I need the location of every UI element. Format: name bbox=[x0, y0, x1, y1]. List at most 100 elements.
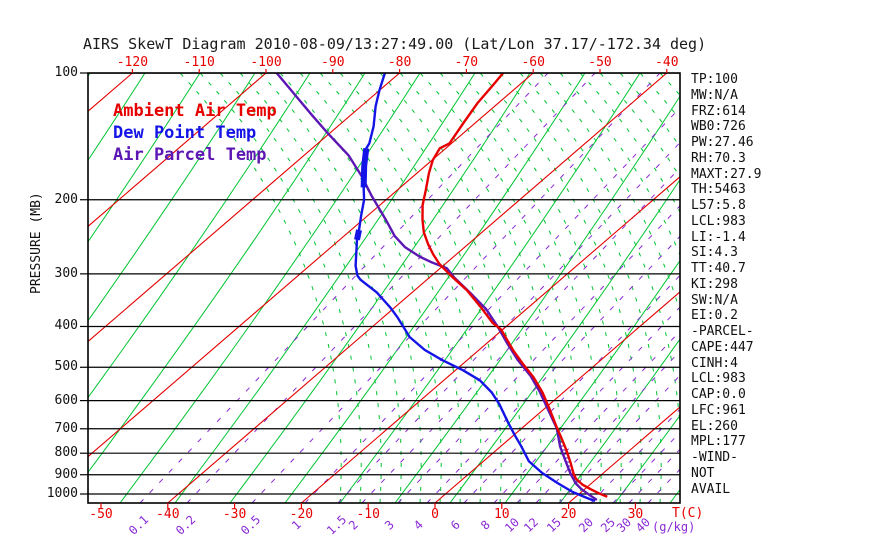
index-value: LCL:983 bbox=[691, 371, 746, 387]
mixing-ratio-line bbox=[493, 306, 680, 503]
dry-adiabat-line bbox=[88, 73, 256, 322]
top-axis-label: -100 bbox=[250, 55, 282, 70]
dew-point-thick-mark bbox=[360, 147, 370, 188]
moist-adiabat-line bbox=[519, 73, 680, 503]
top-axis-label: -90 bbox=[321, 55, 345, 70]
legend-dew-point-temp: Dew Point Temp bbox=[113, 123, 257, 143]
dry-adiabat-line bbox=[284, 73, 586, 503]
mixing-ratio-line bbox=[590, 408, 680, 503]
isotherm-line bbox=[434, 291, 680, 503]
dry-adiabat-line bbox=[88, 73, 311, 399]
isotherm-line bbox=[88, 73, 400, 343]
bottom-axis-label: -20 bbox=[289, 507, 314, 522]
index-value: LFC:961 bbox=[691, 402, 746, 418]
plot-border bbox=[87, 72, 681, 504]
isotherm-line bbox=[568, 406, 680, 503]
bottom-axis-label: -50 bbox=[89, 507, 113, 522]
moist-adiabat-line bbox=[339, 73, 502, 503]
ambient-temp-curve bbox=[421, 73, 608, 498]
moist-adiabat-line bbox=[399, 73, 562, 503]
mixing-ratio-line bbox=[397, 205, 680, 503]
index-value: CINH:4 bbox=[691, 355, 738, 371]
top-axis-label: -70 bbox=[454, 55, 479, 70]
index-value: KI:298 bbox=[691, 276, 738, 292]
isotherm-line bbox=[88, 73, 267, 228]
top-axis-label: -80 bbox=[387, 55, 412, 70]
pressure-axis-label: 900 bbox=[54, 466, 78, 482]
mixing-axis-unit: (g/kg) bbox=[652, 520, 696, 534]
pressure-axis-label: 600 bbox=[54, 392, 78, 408]
dry-adiabat-line bbox=[174, 73, 476, 503]
top-axis-label: -120 bbox=[116, 55, 149, 70]
moist-adiabat-line bbox=[539, 73, 680, 315]
pressure-axis-label: 700 bbox=[54, 420, 78, 436]
pressure-axis-label: 400 bbox=[54, 318, 78, 334]
index-value: PW:27.46 bbox=[691, 135, 754, 150]
dry-adiabat-line bbox=[504, 259, 680, 503]
top-axis-label: -50 bbox=[588, 55, 612, 70]
dry-adiabat-line bbox=[119, 73, 421, 503]
index-value: TT:40.7 bbox=[691, 261, 746, 276]
index-value: MW:N/A bbox=[691, 87, 738, 103]
index-value: AVAIL bbox=[691, 481, 731, 497]
mixing-ratio-line bbox=[139, 73, 549, 503]
mixing-ratio-line bbox=[558, 374, 680, 503]
index-value: -WIND- bbox=[691, 450, 738, 465]
mixing-ratio-line bbox=[516, 330, 680, 503]
dry-adiabat-line bbox=[449, 178, 680, 503]
mixing-ratio-line bbox=[304, 107, 680, 503]
dry-adiabat-line bbox=[88, 73, 201, 243]
plot-grid bbox=[88, 73, 870, 503]
mixing-ratio-line bbox=[426, 235, 680, 503]
dry-adiabat-line bbox=[88, 73, 146, 162]
index-value: TH:5463 bbox=[691, 182, 746, 198]
dry-adiabat-line bbox=[394, 95, 680, 503]
bottom-axis-label: 20 bbox=[560, 507, 577, 522]
dry-adiabat-line bbox=[614, 414, 680, 503]
dew-point-thick-mark bbox=[354, 229, 362, 241]
pressure-axis-label: 200 bbox=[54, 191, 78, 207]
mixing-ratio-line bbox=[535, 350, 680, 503]
index-value: RH:70.3 bbox=[691, 150, 746, 166]
index-value: MPL:177 bbox=[691, 434, 746, 450]
index-value: WB0:726 bbox=[691, 119, 746, 135]
index-value: L57:5.8 bbox=[691, 198, 746, 213]
isotherm-line bbox=[301, 176, 680, 503]
chart-title: AIRS SkewT Diagram 2010-08-09/13:27:49.0… bbox=[83, 35, 707, 53]
top-axis-label: -60 bbox=[521, 55, 545, 70]
bottom-axis-label: 10 bbox=[493, 507, 510, 522]
index-value: EL:260 bbox=[691, 418, 738, 434]
bottom-axis-label: -10 bbox=[356, 507, 380, 522]
sounding-indices-panel: TP:100 MW:N/A FRZ:614 WB0:726 PW:27.46 RH:70.… bbox=[691, 72, 761, 497]
index-value: SI:4.3 bbox=[691, 245, 738, 261]
top-axis-label: -110 bbox=[183, 55, 215, 70]
dry-adiabat-line bbox=[229, 73, 531, 503]
index-value: -PARCEL- bbox=[691, 324, 754, 339]
index-value: MAXT:27.9 bbox=[691, 166, 762, 182]
index-value: NOT bbox=[691, 465, 715, 481]
index-value: CAP:0.0 bbox=[691, 387, 746, 402]
bottom-axis-label: -30 bbox=[222, 507, 247, 522]
index-value: TP:100 bbox=[691, 72, 738, 87]
pressure-axis-label: 100 bbox=[54, 65, 78, 80]
dry-adiabat-line bbox=[559, 338, 680, 503]
bottom-axis-label: -40 bbox=[156, 507, 180, 522]
moist-adiabat-line bbox=[760, 73, 870, 503]
index-value: EI:0.2 bbox=[691, 308, 738, 324]
index-value: SW:N/A bbox=[691, 292, 738, 308]
isotherm-line bbox=[167, 73, 668, 503]
cape-hatch-area bbox=[439, 263, 583, 485]
legend-ambient-air-temp: Ambient Air Temp bbox=[113, 101, 277, 121]
pressure-axis-label: 800 bbox=[54, 445, 78, 461]
moist-adiabat-line bbox=[419, 73, 582, 503]
index-value: LCL:983 bbox=[691, 213, 746, 229]
mixing-ratio-line bbox=[186, 73, 596, 503]
moist-adiabat-line bbox=[499, 73, 662, 503]
bottom-axis-label: 0 bbox=[431, 507, 439, 522]
pressure-axis-label: 1000 bbox=[46, 486, 78, 501]
index-value: FRZ:614 bbox=[691, 103, 746, 119]
top-axis-label: -40 bbox=[655, 55, 679, 70]
bottom-axis-label: 30 bbox=[627, 507, 644, 522]
